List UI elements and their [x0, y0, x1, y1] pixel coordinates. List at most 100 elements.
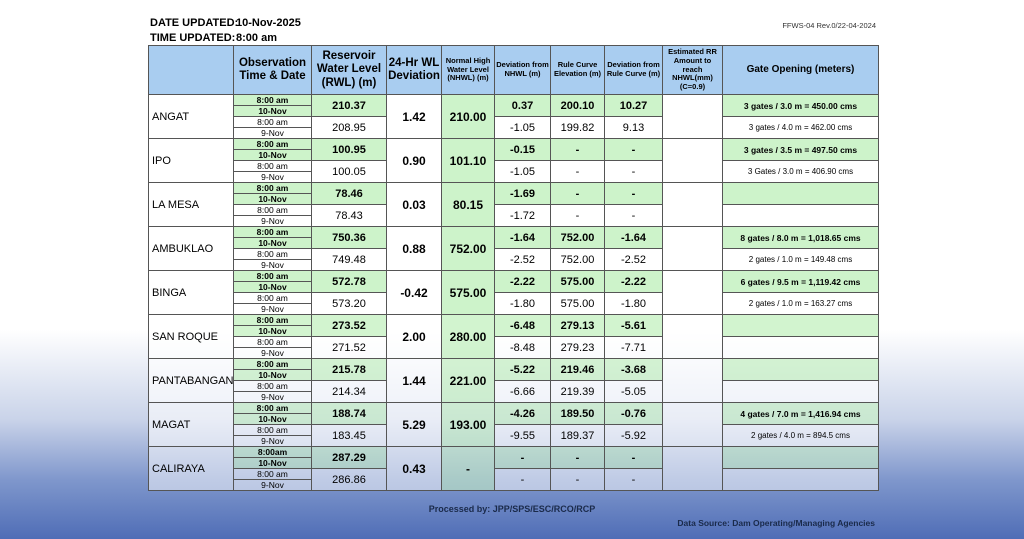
estimated-rr [662, 138, 723, 183]
previous-date: 9-Nov [233, 435, 312, 447]
deviation-rule-previous: -5.05 [604, 380, 663, 403]
gate-opening-previous: 2 gates / 1.0 m = 149.48 cms [722, 248, 879, 271]
dam-name: IPO [148, 138, 234, 183]
rule-curve-previous: 575.00 [550, 292, 605, 315]
dam-name: ANGAT [148, 94, 234, 139]
table-row: ANGAT 8:00 am 210.37 1.42 210.00 0.37 200.10 10… [148, 94, 879, 139]
current-time: 8:00 am [233, 270, 312, 282]
header-rule-curve: Rule Curve Elevation (m) [550, 45, 605, 95]
rwl-current: 215.78 [311, 358, 387, 381]
rwl-previous: 573.20 [311, 292, 387, 315]
current-time: 8:00 am [233, 138, 312, 150]
current-time: 8:00 am [233, 402, 312, 414]
rwl-current: 188.74 [311, 402, 387, 425]
estimated-rr [662, 182, 723, 227]
deviation-nhwl-current: -1.64 [494, 226, 551, 249]
previous-date: 9-Nov [233, 391, 312, 403]
gate-opening-previous: 2 gates / 1.0 m = 163.27 cms [722, 292, 879, 315]
current-time: 8:00 am [233, 94, 312, 106]
deviation-rule-current: - [604, 446, 663, 469]
deviation-rule-current: -0.76 [604, 402, 663, 425]
previous-date: 9-Nov [233, 347, 312, 359]
previous-time: 8:00 am [233, 116, 312, 128]
estimated-rr [662, 402, 723, 447]
table-row: MAGAT 8:00 am 188.74 5.29 193.00 -4.26 189.50-… [148, 402, 879, 447]
gate-opening-previous [722, 204, 879, 227]
rule-curve-current: 575.00 [550, 270, 605, 293]
table-row: PANTABANGAN 8:00 am 215.78 1.44 221.00 -5.22 2… [148, 358, 879, 403]
rwl-previous: 100.05 [311, 160, 387, 183]
wl-deviation-24hr: 2.00 [386, 314, 442, 359]
dam-name: LA MESA [148, 182, 234, 227]
deviation-nhwl-current: -4.26 [494, 402, 551, 425]
table-row: AMBUKLAO 8:00 am 750.36 0.88 752.00 -1.64 752.… [148, 226, 879, 271]
deviation-nhwl-current: 0.37 [494, 94, 551, 117]
time-updated-value: 8:00 am [236, 32, 277, 44]
rwl-current: 100.95 [311, 138, 387, 161]
dam-name: AMBUKLAO [148, 226, 234, 271]
deviation-rule-current: - [604, 182, 663, 205]
rwl-current: 750.36 [311, 226, 387, 249]
nhwl-value: - [441, 446, 495, 491]
deviation-nhwl-previous: -1.05 [494, 116, 551, 139]
rwl-current: 287.29 [311, 446, 387, 469]
table-row: 8:00 am 271.52 -8.48 279.23 -7.71 [149, 336, 879, 359]
rwl-previous: 749.48 [311, 248, 387, 271]
rwl-previous: 78.43 [311, 204, 387, 227]
deviation-nhwl-current: -1.69 [494, 182, 551, 205]
previous-date: 9-Nov [233, 171, 312, 183]
rwl-current: 78.46 [311, 182, 387, 205]
time-updated-label: TIME UPDATED: [150, 32, 236, 44]
nhwl-value: 575.00 [441, 270, 495, 315]
current-date: 10-Nov [233, 149, 312, 161]
table-row: 9-Nov [149, 479, 879, 491]
header-gate-opening: Gate Opening (meters) [722, 45, 879, 95]
previous-date: 9-Nov [233, 303, 312, 315]
rule-curve-current: 279.13 [550, 314, 605, 337]
rule-curve-previous: 219.39 [550, 380, 605, 403]
table-row: CALIRAYA 8:00am 287.29 0.43- - - - [148, 446, 879, 491]
current-date: 10-Nov [233, 237, 312, 249]
gate-opening-current: 8 gates / 8.0 m = 1,018.65 cms [722, 226, 879, 249]
estimated-rr [662, 358, 723, 403]
form-reference: FFWS-04 Rev.0/22-04-2024 [782, 21, 876, 30]
gate-opening-current [722, 314, 879, 337]
header-blank [148, 45, 234, 95]
previous-time: 8:00 am [233, 160, 312, 172]
wl-deviation-24hr: -0.42 [386, 270, 442, 315]
current-date: 10-Nov [233, 413, 312, 425]
table-body: ANGAT 8:00 am 210.37 1.42 210.00 0.37 200.10 10… [148, 94, 879, 491]
previous-date: 9-Nov [233, 479, 312, 491]
current-time: 8:00 am [233, 358, 312, 370]
nhwl-value: 752.00 [441, 226, 495, 271]
header-deviation-nhwl: Deviation from NHWL (m) [494, 45, 551, 95]
gate-opening-current [722, 358, 879, 381]
wl-deviation-24hr: 1.42 [386, 94, 442, 139]
deviation-rule-previous: -2.52 [604, 248, 663, 271]
date-updated-value: 10-Nov-2025 [236, 17, 301, 29]
rule-curve-previous: 189.37 [550, 424, 605, 447]
rule-curve-previous: - [550, 468, 605, 491]
table-row: BINGA 8:00 am 572.78 -0.42 575.00 -2.22 575.00… [148, 270, 879, 315]
deviation-nhwl-current: -6.48 [494, 314, 551, 337]
deviation-rule-previous: 9.13 [604, 116, 663, 139]
rule-curve-current: - [550, 182, 605, 205]
deviation-rule-current: 10.27 [604, 94, 663, 117]
deviation-rule-previous: - [604, 204, 663, 227]
table-row: 8:00 am 100.05 -1.05- -3 Gates / 3.0 m = 40… [149, 160, 879, 183]
estimated-rr [662, 314, 723, 359]
table-row: 8:00 am 749.48 -2.52 752.00 -2.52 2 gates / 1… [149, 248, 879, 271]
wl-deviation-24hr: 0.90 [386, 138, 442, 183]
table-row: 9-Nov [149, 347, 879, 359]
gate-opening-current: 3 gates / 3.5 m = 497.50 cms [722, 138, 879, 161]
current-time: 8:00 am [233, 182, 312, 194]
gate-opening-current [722, 446, 879, 469]
rwl-previous: 214.34 [311, 380, 387, 403]
deviation-rule-previous: - [604, 160, 663, 183]
previous-time: 8:00 am [233, 336, 312, 348]
table-row: SAN ROQUE 8:00 am 273.52 2.00 280.00 -6.48 279… [148, 314, 879, 359]
processed-by: Processed by: JPP/SPS/ESC/RCO/RCP [428, 504, 596, 514]
gate-opening-previous [722, 468, 879, 491]
deviation-nhwl-current: -0.15 [494, 138, 551, 161]
gate-opening-current: 4 gates / 7.0 m = 1,416.94 cms [722, 402, 879, 425]
